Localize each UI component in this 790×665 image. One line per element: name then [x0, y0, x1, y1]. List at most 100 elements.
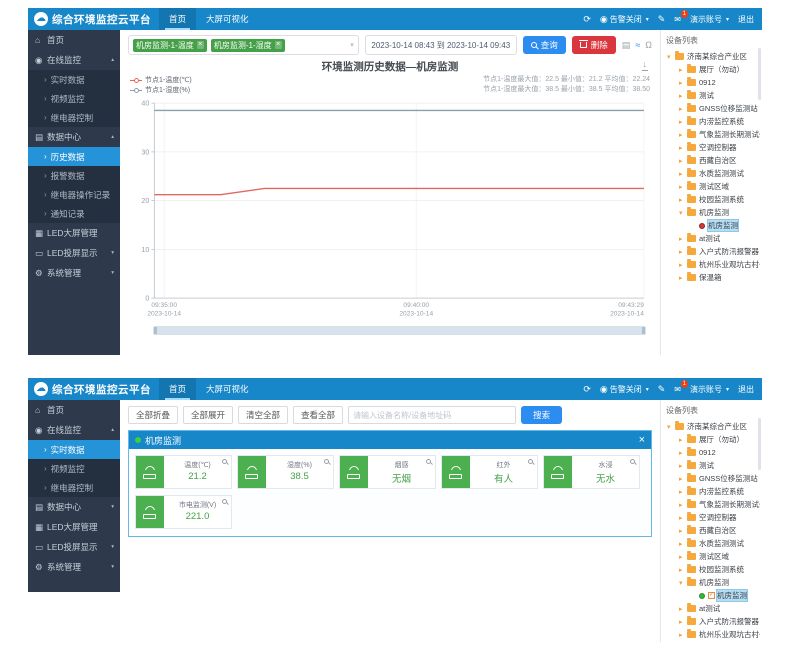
- tree-caret-icon[interactable]: [679, 436, 687, 444]
- view-all-button[interactable]: 查看全部: [293, 406, 344, 424]
- tree-node[interactable]: 0912: [666, 76, 760, 89]
- series-tag[interactable]: 机房监测-1-湿度: [210, 38, 285, 52]
- tree-node[interactable]: at测试: [666, 232, 760, 245]
- legend-temperature[interactable]: 节点1-温度(℃): [130, 75, 192, 85]
- tree-caret-icon[interactable]: [679, 579, 687, 587]
- tree-caret-icon[interactable]: [679, 475, 687, 483]
- zoom-detail-icon[interactable]: [222, 499, 227, 504]
- sidebar-item[interactable]: LED投屏显示: [28, 243, 120, 263]
- sidebar-item[interactable]: 系统管理: [28, 263, 120, 283]
- tree-scrollbar[interactable]: [758, 48, 761, 100]
- tree-caret-icon[interactable]: [679, 248, 687, 256]
- tree-caret-icon[interactable]: [679, 66, 687, 74]
- nav-bigscreen[interactable]: 大屏可视化: [206, 384, 249, 394]
- tree-caret-icon[interactable]: [679, 540, 687, 548]
- tree-node[interactable]: 0912: [666, 446, 760, 459]
- sidebar-item[interactable]: 数据中心: [28, 497, 120, 517]
- tree-node[interactable]: 机房监测: [666, 206, 760, 219]
- tree-caret-icon[interactable]: [679, 261, 687, 269]
- close-panel-icon[interactable]: [639, 435, 645, 446]
- zoom-detail-icon[interactable]: [324, 459, 329, 464]
- alarm-toggle[interactable]: ◉ 告警关闭: [600, 384, 649, 395]
- search-button[interactable]: 搜索: [521, 406, 563, 424]
- nav-bigscreen[interactable]: 大屏可视化: [206, 14, 249, 24]
- clear-all-button[interactable]: 清空全部: [238, 406, 289, 424]
- tree-node[interactable]: 水质监测测试: [666, 167, 760, 180]
- tree-scrollbar[interactable]: [758, 418, 761, 470]
- delete-button[interactable]: 删除: [571, 36, 616, 54]
- zoom-detail-icon[interactable]: [222, 459, 227, 464]
- logout-button[interactable]: 退出: [738, 14, 754, 24]
- tree-caret-icon[interactable]: [679, 209, 687, 217]
- query-button[interactable]: 查询: [522, 36, 566, 54]
- tree-caret-icon[interactable]: [679, 157, 687, 165]
- sidebar-item[interactable]: 视频监控: [28, 89, 120, 108]
- tree-caret-icon[interactable]: [667, 53, 675, 61]
- sidebar-item[interactable]: 首页: [28, 400, 120, 420]
- tree-node[interactable]: 保温箱: [666, 271, 760, 284]
- tree-node[interactable]: 空调控制器: [666, 141, 760, 154]
- tree-node[interactable]: 气象监测长期测试勿动: [666, 128, 760, 141]
- tree-caret-icon[interactable]: [679, 235, 687, 243]
- tree-node[interactable]: GNSS位移监测站: [666, 102, 760, 115]
- account-menu[interactable]: 演示账号: [690, 14, 729, 25]
- tree-node[interactable]: 测试: [666, 89, 760, 102]
- tree-node[interactable]: 测试区域: [666, 180, 760, 193]
- tree-node[interactable]: 测试区域: [666, 550, 760, 563]
- sidebar-item[interactable]: LED投屏显示: [28, 537, 120, 557]
- sidebar-item[interactable]: 继电器操作记录: [28, 185, 120, 204]
- nav-home[interactable]: 首页: [159, 378, 197, 400]
- tree-caret-icon[interactable]: [679, 105, 687, 113]
- tree-node[interactable]: 内涝监控系统: [666, 485, 760, 498]
- legend-humidity[interactable]: 节点1-湿度(%): [130, 85, 192, 95]
- tree-node[interactable]: 展厅（勿动）: [666, 433, 760, 446]
- tree-caret-icon[interactable]: [679, 449, 687, 457]
- tree-node[interactable]: 校园监测系统: [666, 563, 760, 576]
- tree-node[interactable]: 机房监测: [666, 576, 760, 589]
- tree-caret-icon[interactable]: [679, 462, 687, 470]
- device-checkbox[interactable]: [708, 591, 715, 599]
- remove-tag-icon[interactable]: [196, 41, 204, 49]
- sidebar-item[interactable]: LED大屏管理: [28, 517, 120, 537]
- restore-icon[interactable]: Ω: [645, 39, 652, 50]
- select-caret-icon[interactable]: [350, 41, 354, 49]
- tree-caret-icon[interactable]: [679, 92, 687, 100]
- data-view-icon[interactable]: ▤: [621, 39, 631, 50]
- refresh-icon[interactable]: ⟳: [583, 383, 591, 394]
- sidebar-item[interactable]: 通知记录: [28, 204, 120, 223]
- tree-node[interactable]: at测试: [666, 602, 760, 615]
- tree-node[interactable]: 机房监测: [666, 589, 760, 602]
- tree-caret-icon[interactable]: [679, 514, 687, 522]
- sidebar-item[interactable]: 实时数据: [28, 440, 120, 459]
- tree-caret-icon[interactable]: [679, 488, 687, 496]
- expand-all-button[interactable]: 全部展开: [183, 406, 234, 424]
- date-range-input[interactable]: 2023-10-14 08:43 到 2023-10-14 09:43: [364, 35, 517, 55]
- tree-node[interactable]: 测试: [666, 459, 760, 472]
- tree-caret-icon[interactable]: [679, 501, 687, 509]
- tree-caret-icon[interactable]: [679, 170, 687, 178]
- sidebar-item[interactable]: 数据中心: [28, 127, 120, 147]
- tree-node[interactable]: 西藏自治区: [666, 524, 760, 537]
- tree-caret-icon[interactable]: [679, 631, 687, 639]
- sidebar-item[interactable]: 实时数据: [28, 70, 120, 89]
- sidebar-item[interactable]: 在线监控: [28, 50, 120, 70]
- device-search-input[interactable]: [348, 406, 517, 424]
- logout-button[interactable]: 退出: [738, 384, 754, 394]
- tree-node[interactable]: 气象监测长期测试勿动: [666, 498, 760, 511]
- tree-node[interactable]: 校园监测系统: [666, 193, 760, 206]
- tree-caret-icon[interactable]: [679, 79, 687, 87]
- refresh-icon[interactable]: ⟳: [583, 13, 591, 24]
- nav-home[interactable]: 首页: [159, 8, 197, 30]
- tree-caret-icon[interactable]: [679, 274, 687, 282]
- account-menu[interactable]: 演示账号: [690, 384, 729, 395]
- tree-caret-icon[interactable]: [679, 618, 687, 626]
- tree-caret-icon[interactable]: [679, 527, 687, 535]
- alarm-toggle[interactable]: ◉ 告警关闭: [600, 14, 649, 25]
- tree-node[interactable]: 机房监测: [666, 219, 760, 232]
- zoom-detail-icon[interactable]: [426, 459, 431, 464]
- series-select[interactable]: 机房监测-1-温度 机房监测-1-湿度: [128, 35, 359, 55]
- zoom-detail-icon[interactable]: [528, 459, 533, 464]
- message-icon[interactable]: ✉ 1: [674, 9, 688, 24]
- tree-node[interactable]: 展厅（勿动）: [666, 63, 760, 76]
- tree-caret-icon[interactable]: [679, 605, 687, 613]
